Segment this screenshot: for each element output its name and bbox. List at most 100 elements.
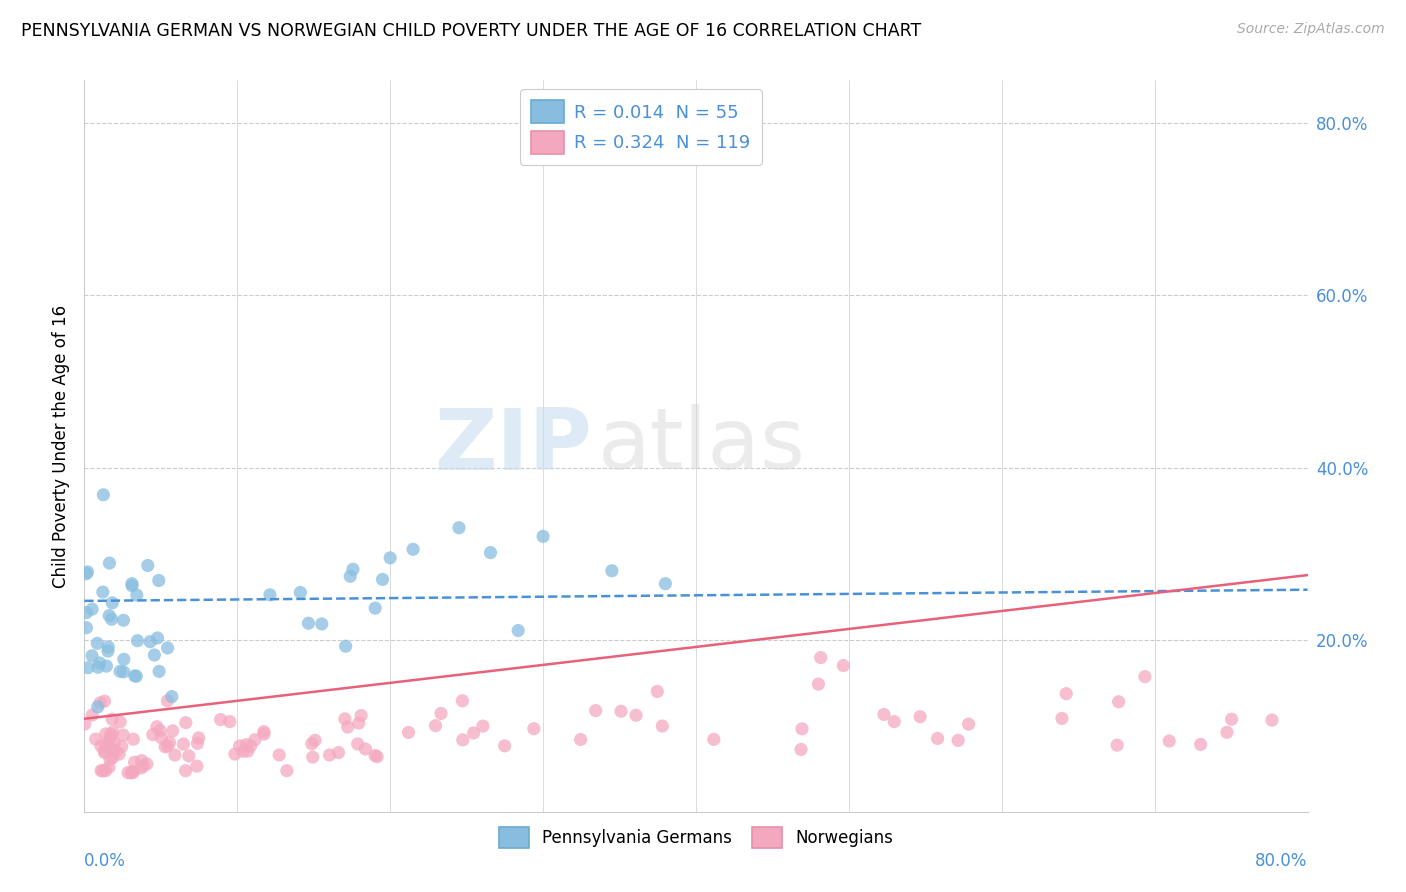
Point xyxy=(121,576,143,591)
Point xyxy=(471,719,494,733)
Point xyxy=(304,733,326,747)
Point xyxy=(100,730,122,744)
Point xyxy=(108,747,131,761)
Point xyxy=(93,488,115,502)
Point xyxy=(447,521,470,535)
Point xyxy=(398,725,420,739)
Text: atlas: atlas xyxy=(598,404,806,488)
Point xyxy=(218,714,240,729)
Point xyxy=(336,720,359,734)
Point xyxy=(98,556,121,570)
Point xyxy=(364,748,387,763)
Point xyxy=(1054,687,1077,701)
Point xyxy=(160,690,183,704)
Point xyxy=(366,749,388,764)
Point xyxy=(243,732,266,747)
Point xyxy=(73,717,96,731)
Point xyxy=(96,659,118,673)
Point xyxy=(600,564,623,578)
Point xyxy=(89,696,111,710)
Point xyxy=(94,764,117,778)
Point xyxy=(318,747,340,762)
Point xyxy=(162,723,184,738)
Point xyxy=(101,712,124,726)
Point xyxy=(129,761,152,775)
Point xyxy=(142,728,165,742)
Legend: Pennsylvania Germans, Norwegians: Pennsylvania Germans, Norwegians xyxy=(492,820,900,855)
Point xyxy=(91,764,114,778)
Point xyxy=(101,743,124,757)
Point xyxy=(645,684,668,698)
Point xyxy=(297,616,319,631)
Point xyxy=(1216,725,1239,739)
Point xyxy=(104,745,127,759)
Point xyxy=(1108,695,1130,709)
Point xyxy=(236,744,259,758)
Point xyxy=(209,713,232,727)
Point xyxy=(87,660,110,674)
Point xyxy=(124,756,146,770)
Point xyxy=(139,634,162,648)
Point xyxy=(101,596,124,610)
Point xyxy=(350,708,373,723)
Point xyxy=(122,765,145,780)
Point xyxy=(1189,738,1212,752)
Point xyxy=(807,677,830,691)
Point xyxy=(253,727,276,741)
Point xyxy=(121,765,143,780)
Point xyxy=(86,636,108,650)
Point xyxy=(253,724,276,739)
Point xyxy=(508,624,530,638)
Point xyxy=(832,658,855,673)
Point xyxy=(1050,711,1073,725)
Point xyxy=(259,588,281,602)
Point xyxy=(585,704,607,718)
Point xyxy=(112,652,135,666)
Point xyxy=(97,640,120,654)
Point xyxy=(269,747,291,762)
Point xyxy=(163,747,186,762)
Point xyxy=(156,739,179,753)
Point xyxy=(122,732,145,747)
Point xyxy=(146,720,169,734)
Point xyxy=(187,731,209,745)
Point xyxy=(380,550,402,565)
Point xyxy=(89,656,111,670)
Point xyxy=(148,665,170,679)
Point xyxy=(810,650,832,665)
Point xyxy=(146,631,169,645)
Point xyxy=(112,728,135,742)
Point xyxy=(174,764,197,778)
Point xyxy=(111,739,134,754)
Point xyxy=(311,616,333,631)
Point xyxy=(90,739,112,753)
Point xyxy=(97,644,120,658)
Point xyxy=(100,727,122,741)
Point xyxy=(121,579,143,593)
Point xyxy=(132,759,155,773)
Point xyxy=(1133,670,1156,684)
Point xyxy=(1159,734,1181,748)
Point xyxy=(156,694,179,708)
Point xyxy=(172,737,194,751)
Point xyxy=(569,732,592,747)
Y-axis label: Child Poverty Under the Age of 16: Child Poverty Under the Age of 16 xyxy=(52,304,70,588)
Point xyxy=(957,717,980,731)
Text: ZIP: ZIP xyxy=(434,404,592,488)
Point xyxy=(97,734,120,748)
Point xyxy=(75,621,97,635)
Point xyxy=(80,602,103,616)
Point xyxy=(131,754,153,768)
Point xyxy=(654,576,676,591)
Point xyxy=(463,726,485,740)
Text: 80.0%: 80.0% xyxy=(1256,852,1308,870)
Point xyxy=(301,737,323,751)
Point xyxy=(364,601,387,615)
Point xyxy=(402,542,425,557)
Point xyxy=(1107,738,1129,752)
Point xyxy=(451,694,474,708)
Text: Source: ZipAtlas.com: Source: ZipAtlas.com xyxy=(1237,22,1385,37)
Point xyxy=(101,724,124,739)
Point xyxy=(328,746,350,760)
Point xyxy=(91,585,114,599)
